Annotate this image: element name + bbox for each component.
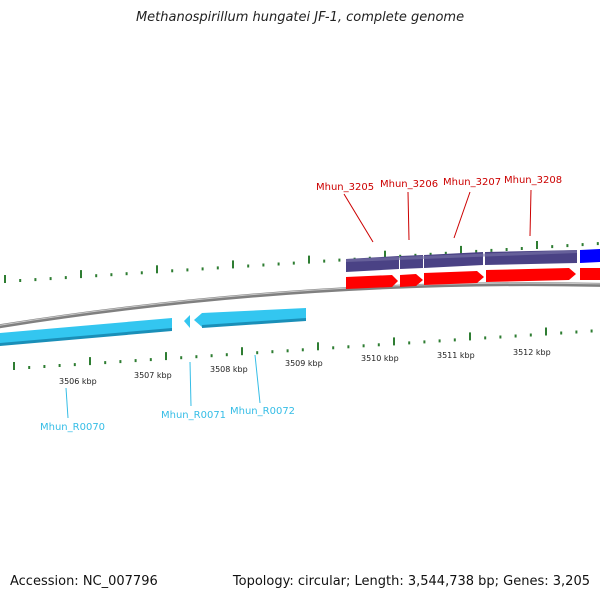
rna-gene-mhun-r0072[interactable] [194, 308, 306, 327]
rna-gene-mhun-r0070-shadow [0, 328, 172, 346]
tick-ring-inner [13, 327, 593, 370]
leader-mhun-3205 [343, 193, 374, 243]
gene-label-mhun-r0072[interactable]: Mhun_R0072 [230, 406, 295, 417]
reverse-rna-genes[interactable] [0, 308, 306, 346]
leader-mhun-r0070 [65, 387, 69, 419]
scale-label: 3506 kbp [59, 377, 97, 386]
gene-label-mhun-r0070[interactable]: Mhun_R0070 [40, 422, 105, 433]
cds-arrow-mhun-3206[interactable] [400, 274, 423, 287]
block-highlight [346, 250, 577, 262]
cds-arrow-partial[interactable] [580, 268, 600, 280]
scale-label: 3510 kbp [361, 354, 399, 363]
scale-label: 3509 kbp [285, 359, 323, 368]
cds-arrow-mhun-3207[interactable] [424, 271, 484, 285]
cds-arrow-mhun-3208[interactable] [486, 268, 576, 282]
leader-mhun-3206 [407, 191, 410, 241]
rna-gene-mhun-r0070[interactable] [0, 318, 172, 345]
gene-label-mhun-3207[interactable]: Mhun_3207 [443, 177, 501, 188]
scale-labels: 3506 kbp 3507 kbp 3508 kbp 3509 kbp 3510… [59, 348, 551, 386]
genome-title: Methanospirillum hungatei JF-1, complete… [135, 10, 465, 25]
gene-labels-bottom[interactable]: Mhun_R0070 Mhun_R0071 Mhun_R0072 [40, 406, 295, 433]
gene-label-mhun-3206[interactable]: Mhun_3206 [380, 179, 438, 190]
gene-labels-top[interactable]: Mhun_3205 Mhun_3206 Mhun_3207 Mhun_3208 [316, 175, 562, 193]
tick-ring-outer [4, 241, 599, 283]
leader-mhun-3208 [529, 189, 532, 237]
gene-label-mhun-3208[interactable]: Mhun_3208 [504, 175, 562, 186]
forward-strand-block[interactable] [346, 249, 600, 272]
genome-summary-label: Topology: circular; Length: 3,544,738 bp… [232, 574, 590, 589]
accession-label: Accession: NC_007796 [10, 574, 158, 589]
rna-gene-mhun-r0072-shadow [202, 318, 306, 328]
gene-label-mhun-r0071[interactable]: Mhun_R0071 [161, 410, 226, 421]
genome-backbone [0, 282, 600, 329]
genome-backbone-highlight [0, 282, 600, 326]
rna-gene-mhun-r0071[interactable] [184, 315, 190, 328]
forward-cds-arrows[interactable] [346, 268, 600, 289]
gene-block-blue[interactable] [580, 249, 600, 263]
cds-arrow-mhun-3205[interactable] [346, 275, 398, 289]
scale-label: 3511 kbp [437, 351, 475, 360]
label-leaders [65, 189, 532, 419]
scale-label: 3512 kbp [513, 348, 551, 357]
leader-mhun-r0071 [189, 361, 192, 407]
scale-label: 3507 kbp [134, 371, 172, 380]
scale-label: 3508 kbp [210, 365, 248, 374]
leader-mhun-r0072 [254, 354, 261, 404]
gene-label-mhun-3205[interactable]: Mhun_3205 [316, 182, 374, 193]
leader-mhun-3207 [453, 191, 471, 239]
